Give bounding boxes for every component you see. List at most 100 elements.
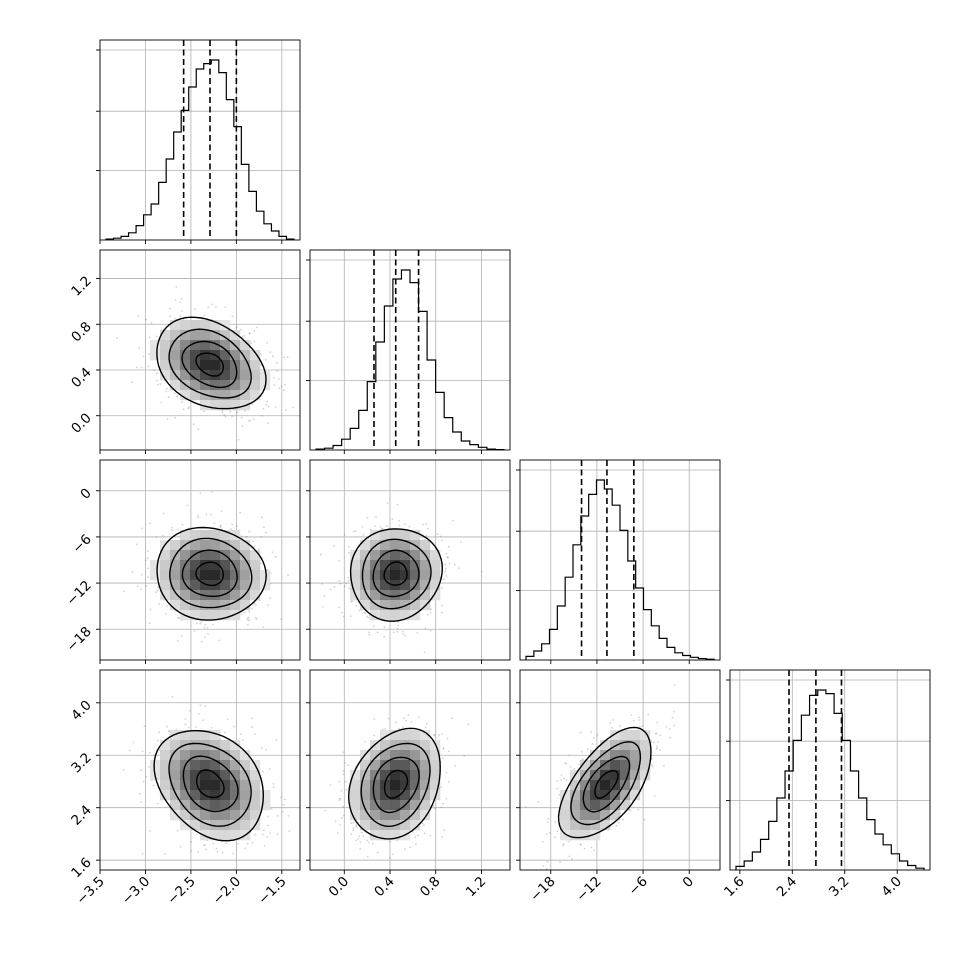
scatter-point xyxy=(361,525,364,528)
scatter-point xyxy=(284,383,286,386)
density-cell xyxy=(360,810,371,821)
density-cell xyxy=(160,560,171,571)
density-cell xyxy=(180,590,191,601)
scatter-point xyxy=(167,396,170,399)
scatter-point xyxy=(445,575,448,577)
scatter-point xyxy=(140,588,143,591)
scatter-point xyxy=(453,563,456,566)
scatter-point xyxy=(348,587,351,590)
scatter-point xyxy=(343,533,346,536)
scatter-point xyxy=(339,582,342,585)
scatter-point xyxy=(142,780,145,783)
scatter-point xyxy=(432,804,435,807)
scatter-point xyxy=(358,609,361,612)
scatter-point xyxy=(350,822,353,824)
scatter-point xyxy=(429,612,432,614)
scatter-point xyxy=(350,833,352,835)
density-cell xyxy=(420,570,431,581)
density-cell xyxy=(200,400,211,411)
density-cell xyxy=(200,370,211,381)
scatter-point xyxy=(193,630,196,632)
density-cell xyxy=(190,770,201,781)
scatter-point xyxy=(186,504,189,507)
density-cell xyxy=(160,780,171,791)
density-panel-2-3 xyxy=(309,459,511,661)
density-cell xyxy=(220,370,231,381)
density-cell xyxy=(230,740,241,751)
density-cell xyxy=(240,600,251,611)
x-tick-label: 1.2 xyxy=(463,874,490,901)
density-cell xyxy=(350,810,361,821)
scatter-point xyxy=(264,749,267,751)
scatter-point xyxy=(225,842,228,845)
x-tick-label: 0.0 xyxy=(326,874,353,901)
scatter-point xyxy=(397,727,400,730)
scatter-point xyxy=(338,560,340,562)
panel-frame xyxy=(309,669,511,871)
density-cell xyxy=(590,830,601,841)
scatter-point xyxy=(248,619,251,622)
density-cell xyxy=(200,360,211,371)
density-cell xyxy=(420,770,431,781)
scatter-point xyxy=(433,734,436,737)
scatter-point xyxy=(145,775,148,778)
density-cell xyxy=(410,800,421,811)
scatter-point xyxy=(563,777,565,780)
scatter-point xyxy=(363,611,366,614)
scatter-point xyxy=(272,786,275,789)
density-cell xyxy=(600,810,611,821)
scatter-point xyxy=(287,815,290,817)
scatter-point xyxy=(200,621,203,623)
scatter-point xyxy=(155,536,158,538)
density-cell xyxy=(570,820,581,831)
density-cell xyxy=(190,730,201,741)
scatter-point xyxy=(402,630,404,633)
scatter-point xyxy=(229,410,232,413)
scatter-point xyxy=(145,318,147,321)
density-cell xyxy=(160,580,171,591)
density-cell xyxy=(220,590,231,601)
density-cell xyxy=(160,760,171,771)
scatter-point xyxy=(665,725,668,728)
density-cell xyxy=(360,570,371,581)
scatter-point xyxy=(638,719,641,721)
scatter-point xyxy=(269,597,272,599)
scatter-point xyxy=(250,342,253,344)
scatter-point xyxy=(210,727,213,729)
scatter-point xyxy=(311,586,313,588)
density-panel-1-3 xyxy=(99,459,313,661)
contour-line xyxy=(181,549,238,597)
scatter-point xyxy=(275,361,278,364)
scatter-point xyxy=(427,613,429,616)
scatter-point xyxy=(166,605,168,608)
density-cell xyxy=(200,750,211,761)
scatter-point xyxy=(280,385,283,388)
density-cell xyxy=(230,820,241,831)
density-cell xyxy=(200,530,211,541)
scatter-point xyxy=(451,717,454,720)
scatter-point xyxy=(593,849,595,852)
scatter-point xyxy=(248,420,250,422)
scatter-point xyxy=(447,556,449,559)
scatter-point xyxy=(221,409,224,412)
scatter-point xyxy=(194,308,197,310)
scatter-point xyxy=(203,636,206,639)
density-cell xyxy=(560,810,571,821)
scatter-point xyxy=(140,366,143,369)
contour-line xyxy=(372,549,420,598)
density-cell xyxy=(180,390,191,401)
scatter-point xyxy=(240,535,243,538)
density-cell xyxy=(160,740,171,751)
scatter-point xyxy=(439,535,442,538)
scatter-point xyxy=(423,824,425,827)
scatter-point xyxy=(220,510,223,512)
scatter-point xyxy=(219,524,222,527)
density-cell xyxy=(230,810,241,821)
density-cell xyxy=(210,730,221,741)
scatter-point xyxy=(271,551,274,554)
scatter-point xyxy=(338,780,341,783)
scatter-point xyxy=(446,737,449,740)
density-cell xyxy=(410,730,421,741)
density-cell xyxy=(230,560,241,571)
